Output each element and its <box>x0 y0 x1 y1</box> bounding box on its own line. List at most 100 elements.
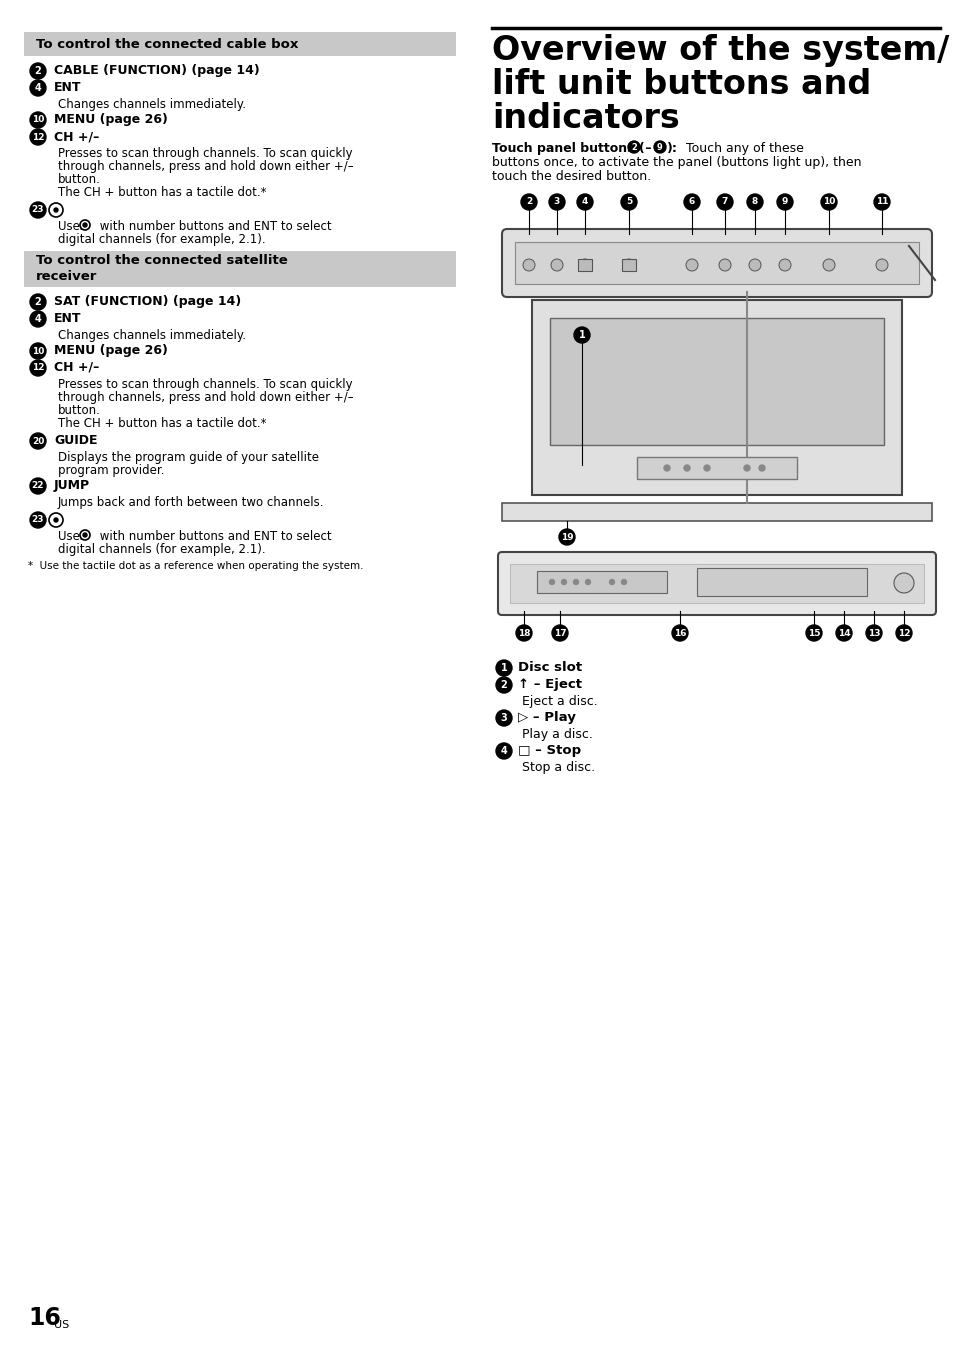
Circle shape <box>620 194 637 210</box>
Text: US: US <box>54 1319 70 1330</box>
Circle shape <box>685 259 698 271</box>
Circle shape <box>83 533 87 537</box>
Text: Disc slot: Disc slot <box>517 660 581 674</box>
Circle shape <box>30 311 46 327</box>
Text: 8: 8 <box>751 198 758 206</box>
Circle shape <box>893 574 913 593</box>
Text: 2: 2 <box>34 297 41 306</box>
Text: Uses: Uses <box>58 530 90 542</box>
Circle shape <box>703 465 709 471</box>
Circle shape <box>779 259 790 271</box>
Circle shape <box>30 294 46 311</box>
Circle shape <box>80 220 90 231</box>
Text: 12: 12 <box>31 133 44 141</box>
Circle shape <box>717 194 732 210</box>
Text: Touch any of these: Touch any of these <box>681 142 803 155</box>
Text: ):: ): <box>666 142 678 155</box>
Text: button.: button. <box>58 174 101 186</box>
Text: 7: 7 <box>721 198 727 206</box>
Text: To control the connected satellite
receiver: To control the connected satellite recei… <box>36 255 288 283</box>
Text: Stop a disc.: Stop a disc. <box>521 761 595 774</box>
Circle shape <box>54 518 58 522</box>
Text: 19: 19 <box>560 533 573 541</box>
FancyBboxPatch shape <box>537 571 666 593</box>
Circle shape <box>30 62 46 79</box>
FancyBboxPatch shape <box>501 229 931 297</box>
Circle shape <box>627 141 639 153</box>
Text: 1: 1 <box>578 330 585 340</box>
Circle shape <box>743 465 749 471</box>
Text: Presses to scan through channels. To scan quickly: Presses to scan through channels. To sca… <box>58 378 353 391</box>
Circle shape <box>822 259 834 271</box>
Circle shape <box>620 579 626 584</box>
FancyBboxPatch shape <box>24 33 456 56</box>
Text: ▷ – Play: ▷ – Play <box>517 711 576 724</box>
Text: 11: 11 <box>875 198 887 206</box>
Circle shape <box>821 194 836 210</box>
Circle shape <box>30 479 46 494</box>
Circle shape <box>654 141 665 153</box>
Circle shape <box>748 259 760 271</box>
Text: buttons once, to activate the panel (buttons light up), then: buttons once, to activate the panel (but… <box>492 156 861 170</box>
Circle shape <box>30 359 46 376</box>
Text: 3: 3 <box>500 713 507 723</box>
FancyBboxPatch shape <box>515 241 918 283</box>
Text: Touch panel buttons (: Touch panel buttons ( <box>492 142 644 155</box>
Circle shape <box>561 579 566 584</box>
Circle shape <box>516 625 532 641</box>
Circle shape <box>895 625 911 641</box>
Text: 17: 17 <box>553 628 566 637</box>
Text: SAT (FUNCTION) (page 14): SAT (FUNCTION) (page 14) <box>54 296 241 308</box>
Circle shape <box>873 194 889 210</box>
FancyBboxPatch shape <box>697 568 866 597</box>
Circle shape <box>622 259 635 271</box>
Text: GUIDE: GUIDE <box>54 434 97 447</box>
FancyBboxPatch shape <box>637 457 796 479</box>
Circle shape <box>573 579 578 584</box>
Circle shape <box>522 259 535 271</box>
Text: 22: 22 <box>31 481 44 491</box>
Text: 1: 1 <box>500 663 507 673</box>
Circle shape <box>719 259 730 271</box>
Text: MENU (page 26): MENU (page 26) <box>54 344 168 357</box>
Text: digital channels (for example, 2.1).: digital channels (for example, 2.1). <box>58 542 265 556</box>
Text: 6: 6 <box>688 198 695 206</box>
Circle shape <box>663 465 669 471</box>
Circle shape <box>549 579 554 584</box>
Circle shape <box>30 129 46 145</box>
FancyBboxPatch shape <box>621 259 636 271</box>
Circle shape <box>83 222 87 226</box>
Circle shape <box>776 194 792 210</box>
Circle shape <box>574 327 589 343</box>
Text: through channels, press and hold down either +/–: through channels, press and hold down ei… <box>58 391 354 404</box>
Text: 10: 10 <box>821 198 834 206</box>
Text: 2: 2 <box>525 198 532 206</box>
Text: CH +/–: CH +/– <box>54 361 99 374</box>
Text: Overview of the system/: Overview of the system/ <box>492 34 948 66</box>
Circle shape <box>577 194 593 210</box>
Text: 9: 9 <box>781 198 787 206</box>
Text: 4: 4 <box>34 315 41 324</box>
Text: 15: 15 <box>807 628 820 637</box>
Circle shape <box>805 625 821 641</box>
Text: 12: 12 <box>31 363 44 373</box>
Circle shape <box>49 513 63 527</box>
Text: 4: 4 <box>500 746 507 757</box>
Text: 9: 9 <box>657 142 662 152</box>
Text: 14: 14 <box>837 628 849 637</box>
Text: □ – Stop: □ – Stop <box>517 744 580 757</box>
Circle shape <box>746 194 762 210</box>
Text: –: – <box>640 142 655 155</box>
Text: The CH + button has a tactile dot.*: The CH + button has a tactile dot.* <box>58 418 266 430</box>
Text: Jumps back and forth between two channels.: Jumps back and forth between two channel… <box>58 496 324 508</box>
Circle shape <box>496 677 512 693</box>
Circle shape <box>80 530 90 540</box>
Text: CABLE (FUNCTION) (page 14): CABLE (FUNCTION) (page 14) <box>54 64 259 77</box>
Text: 20: 20 <box>31 437 44 446</box>
FancyBboxPatch shape <box>24 251 456 287</box>
Text: lift unit buttons and: lift unit buttons and <box>492 68 870 100</box>
Text: through channels, press and hold down either +/–: through channels, press and hold down ei… <box>58 160 354 174</box>
Circle shape <box>496 711 512 725</box>
Circle shape <box>671 625 687 641</box>
Text: 10: 10 <box>31 115 44 125</box>
